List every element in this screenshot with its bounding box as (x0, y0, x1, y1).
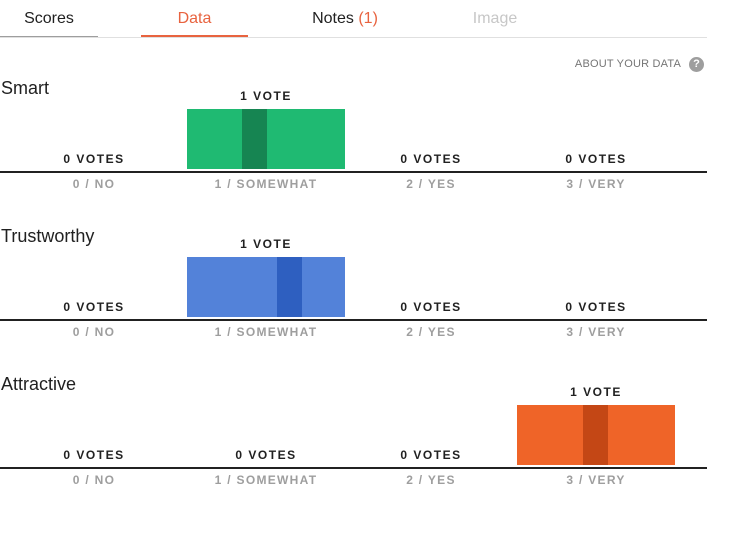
vote-count-label: 0 VOTES (400, 448, 462, 462)
chart-baseline (0, 171, 707, 173)
help-circle-icon[interactable]: ? (689, 56, 704, 72)
tab-scores[interactable]: Scores (0, 0, 98, 37)
tab-notes-label: Notes (312, 10, 354, 27)
tab-image[interactable]: Image (472, 10, 518, 27)
category-label: 2 / YES (406, 177, 456, 191)
chart-title: Attractive (1, 374, 77, 394)
vote-count-label: 0 VOTES (400, 152, 462, 166)
vote-count-label: 0 VOTES (400, 300, 462, 314)
bar-column: 0 VOTES (352, 78, 510, 171)
category-label: 3 / VERY (566, 177, 626, 191)
bar-column: 0 VOTES (352, 226, 510, 319)
chart-title: Smart (1, 78, 50, 98)
tab-bar: Scores Data Notes (1) Image (0, 0, 707, 38)
vote-bar[interactable] (187, 257, 345, 317)
vote-bar-highlight (583, 405, 608, 465)
vote-bar-highlight (242, 109, 267, 169)
vote-bar[interactable] (187, 109, 345, 169)
category-label: 0 / NO (72, 325, 116, 339)
category-label: 1 / SOMEWHAT (214, 473, 318, 487)
chart-attractive: Attractive 0 VOTES 0 / NO 0 VOTES 1 / SOMEWH… (0, 374, 707, 494)
vote-count-label: 1 VOTE (240, 89, 292, 103)
vote-count-label: 1 VOTE (570, 385, 622, 399)
bar-column: 0 VOTES (352, 374, 510, 467)
bar-column: 1 VOTE (187, 226, 345, 319)
vote-count-label: 0 VOTES (63, 152, 125, 166)
chart-smart: Smart 0 VOTES 0 / NO 1 VOTE 1 / SOMEWHAT 0 VO… (0, 78, 707, 198)
bar-column: 0 VOTES (517, 226, 675, 319)
category-label: 0 / NO (72, 473, 116, 487)
category-label: 0 / NO (72, 177, 116, 191)
bar-column: 0 VOTES (15, 374, 173, 467)
bar-column: 1 VOTE (187, 78, 345, 171)
bar-column: 0 VOTES (517, 78, 675, 171)
vote-count-label: 1 VOTE (240, 237, 292, 251)
vote-count-label: 0 VOTES (63, 448, 125, 462)
bar-column: 0 VOTES (15, 226, 173, 319)
category-label: 3 / VERY (566, 473, 626, 487)
vote-count-label: 0 VOTES (565, 300, 627, 314)
vote-count-label: 0 VOTES (235, 448, 297, 462)
category-label: 2 / YES (406, 473, 456, 487)
vote-bar[interactable] (517, 405, 675, 465)
chart-trustworthy: Trustworthy 0 VOTES 0 / NO 1 VOTE 1 / SOMEWH… (0, 226, 707, 346)
category-label: 1 / SOMEWHAT (214, 325, 318, 339)
vote-count-label: 0 VOTES (63, 300, 125, 314)
category-label: 2 / YES (406, 325, 456, 339)
category-label: 3 / VERY (566, 325, 626, 339)
chart-title: Trustworthy (1, 226, 95, 246)
tab-notes[interactable]: Notes (1) (290, 0, 400, 37)
category-label: 1 / SOMEWHAT (214, 177, 318, 191)
about-your-data-label: ABOUT YOUR DATA (574, 58, 681, 70)
notes-count-badge: (1) (358, 10, 378, 27)
vote-count-label: 0 VOTES (565, 152, 627, 166)
bar-column: 0 VOTES (15, 78, 173, 171)
bar-column: 0 VOTES (187, 374, 345, 467)
about-your-data-link[interactable]: ABOUT YOUR DATA ? (575, 55, 704, 73)
chart-baseline (0, 319, 707, 321)
vote-bar-highlight (277, 257, 302, 317)
tab-data[interactable]: Data (141, 0, 248, 37)
bar-column: 1 VOTE (517, 374, 675, 467)
chart-baseline (0, 467, 707, 469)
